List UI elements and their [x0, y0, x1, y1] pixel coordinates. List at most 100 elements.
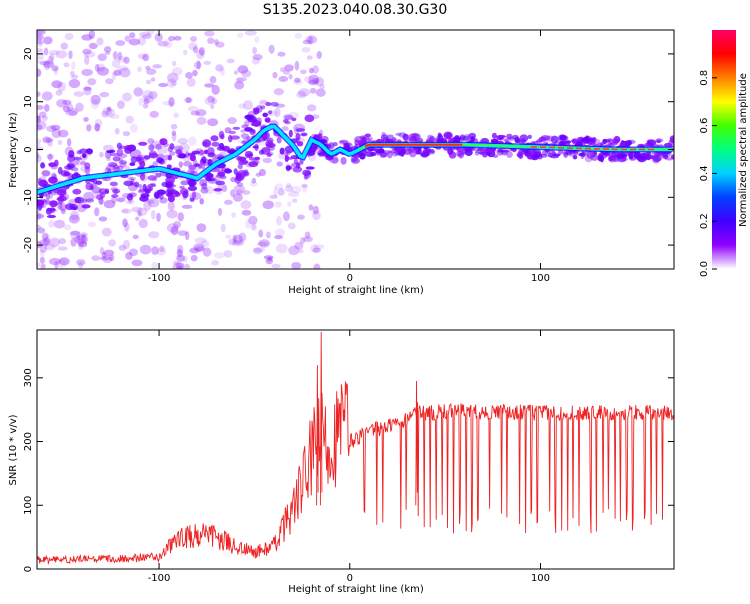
spectrogram-cell: [143, 95, 154, 103]
spectrogram-cell: [464, 148, 473, 156]
spectrogram-cell: [189, 247, 200, 254]
spectrogram-cell: [66, 138, 72, 147]
spectrogram-cell: [313, 244, 325, 250]
spectrogram-cell: [91, 186, 102, 194]
spectrogram-cell: [251, 57, 261, 65]
y-tick-label: 200: [23, 432, 34, 451]
spectrogram-cell: [102, 255, 113, 264]
spectrogram-cell: [267, 256, 273, 262]
spectrogram-cell: [131, 206, 143, 213]
spectrogram-cell: [382, 137, 391, 141]
spectrogram-cell: [643, 153, 650, 161]
snr-panel: -100 0 100 0 100 200 300 Height of straight l…: [8, 329, 675, 595]
spectrogram-cell: [398, 148, 407, 154]
spectrogram-cell: [53, 219, 66, 229]
spectrogram-cell: [142, 183, 147, 191]
spectrogram-cell: [224, 199, 233, 205]
spectrogram-cell: [235, 175, 244, 182]
spectrogram-cell: [380, 134, 389, 142]
spectrogram-cell: [199, 149, 205, 156]
spectrogram-cell: [37, 124, 43, 131]
spectrogram-cell: [96, 37, 104, 46]
spectrogram-cell: [185, 97, 192, 104]
spectrogram-cell: [382, 150, 391, 155]
spectrogram-cell: [37, 115, 41, 122]
spectrogram-cell: [252, 247, 263, 255]
spectrogram-cell: [70, 230, 81, 239]
spectrogram-cell: [112, 188, 121, 194]
spectrogram-cell: [316, 50, 322, 59]
spectrogram-cell: [310, 244, 320, 253]
spectrogram-cell: [79, 161, 87, 166]
spectrogram-cell: [195, 109, 207, 117]
spectrogram-cell: [291, 198, 298, 203]
spectrogram-cell: [265, 257, 274, 265]
spectrogram-cell: [173, 145, 184, 152]
spectrogram-cell: [233, 234, 243, 245]
spectrogram-cell: [402, 134, 412, 142]
spectrogram-cell: [211, 97, 218, 105]
spectrogram-cell: [292, 166, 303, 173]
spectrogram-cell: [172, 60, 177, 67]
spectrogram-cell: [200, 240, 210, 248]
spectrogram-cell: [196, 49, 205, 60]
spectrogram-cell: [68, 50, 73, 60]
spectrogram-cell: [303, 173, 309, 180]
spectrogram-cell: [402, 133, 409, 141]
spectrogram-cell: [235, 189, 243, 196]
spectrogram-cell: [45, 137, 54, 143]
spectrogram-cell: [149, 110, 159, 118]
spectrogram-cell: [68, 107, 79, 116]
spectrogram-cell: [313, 263, 321, 269]
spectrogram-cell: [67, 154, 76, 163]
spectrogram-cell: [115, 40, 126, 46]
spectrogram-cell: [139, 172, 146, 181]
spectrogram-cell: [265, 117, 271, 123]
spectrogram-cell: [106, 156, 111, 162]
spectrogram-cell: [57, 81, 66, 92]
spectrogram-cell: [37, 40, 44, 45]
spectrogram-cell: [186, 77, 196, 88]
colorbar-label: Normalized spectral amplitude: [738, 73, 749, 227]
spectrogram-cell: [602, 138, 608, 145]
spectrogram-cell: [111, 194, 119, 199]
spectrogram-cell: [63, 224, 72, 231]
spectrogram-cell: [296, 91, 307, 99]
spectrogram-cell: [88, 30, 96, 40]
spectrogram-cell: [190, 110, 200, 116]
spectrogram-cell: [165, 176, 175, 184]
spectrogram-cell: [319, 84, 325, 89]
spectrogram-cell: [284, 64, 294, 72]
spectrogram-cell: [305, 166, 315, 170]
spectrogram-cell: [663, 142, 673, 148]
spectrogram-cell: [79, 232, 88, 237]
spectrogram-cell: [233, 184, 246, 194]
spectrogram-cell: [55, 50, 68, 59]
spectrogram-cell: [46, 214, 57, 219]
x-tick-label: 100: [531, 273, 550, 284]
spectrogram-cell: [176, 265, 183, 269]
spectrogram-cell: [66, 162, 75, 169]
spectrogram-cell: [37, 154, 42, 163]
spectrogram-cell: [70, 237, 77, 247]
spectrogram-cell: [62, 99, 72, 106]
spectrogram-cell: [143, 200, 152, 211]
spectrogram-cell: [273, 88, 284, 96]
spectrogram-x-ticks: -100 0 100: [148, 30, 550, 284]
spectrogram-cell: [124, 222, 130, 232]
spectrogram-ridge-peak: [364, 143, 463, 148]
spectrogram-cell: [255, 172, 262, 177]
spectrogram-cell: [156, 212, 161, 222]
spectrogram-cell: [40, 163, 46, 169]
spectrogram-cell: [279, 67, 286, 73]
spectrogram-cell: [153, 191, 160, 199]
spectrogram-cell: [58, 238, 67, 245]
spectrogram-cell: [274, 235, 284, 240]
spectrogram-cell: [124, 35, 131, 42]
spectrogram-cell: [196, 223, 207, 233]
spectrogram-cell: [304, 231, 311, 239]
spectrogram-cell: [227, 117, 237, 125]
spectrogram-cell: [516, 152, 523, 158]
spectrogram-cell: [37, 47, 43, 53]
spectrogram-cell: [117, 65, 129, 71]
